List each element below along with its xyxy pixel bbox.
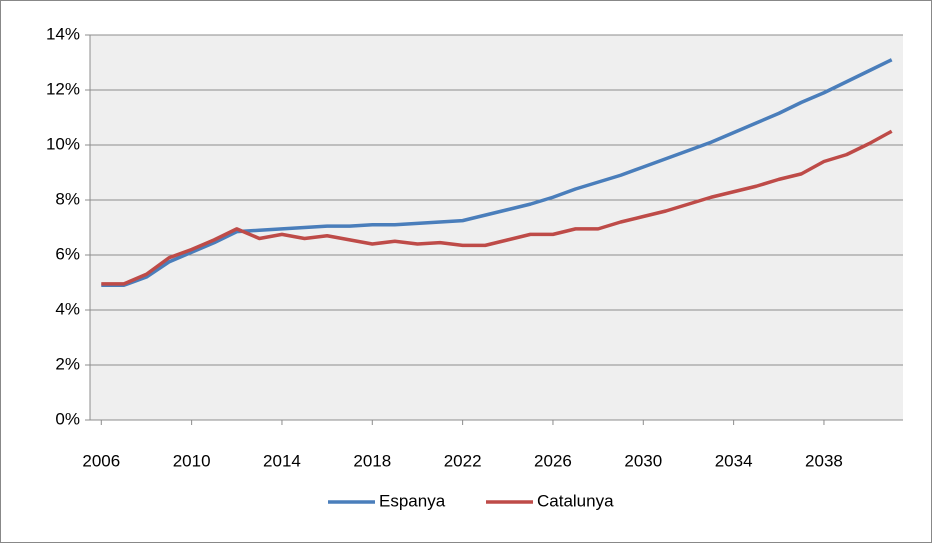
x-tick-label: 2006 (82, 451, 120, 470)
x-tick-label: 2010 (173, 451, 211, 470)
y-tick-label: 8% (55, 189, 80, 208)
y-tick-label: 6% (55, 244, 80, 263)
legend-label: Catalunya (537, 491, 614, 510)
x-tick-label: 2030 (624, 451, 662, 470)
x-tick-label: 2018 (353, 451, 391, 470)
legend-label: Espanya (379, 491, 446, 510)
data-line (101, 58, 893, 287)
x-tick-label: 2038 (805, 451, 843, 470)
x-tick-label: 2034 (715, 451, 753, 470)
x-tick-label: 2014 (263, 451, 301, 470)
x-tick-label: 2022 (444, 451, 482, 470)
y-tick-label: 2% (55, 354, 80, 373)
y-tick-label: 0% (55, 409, 80, 428)
data-line (101, 129, 893, 286)
x-tick-label: 2026 (534, 451, 572, 470)
y-tick-label: 4% (55, 299, 80, 318)
y-tick-label: 14% (46, 24, 80, 43)
plot-area (90, 35, 903, 420)
y-tick-label: 10% (46, 134, 80, 153)
y-tick-label: 12% (46, 79, 80, 98)
